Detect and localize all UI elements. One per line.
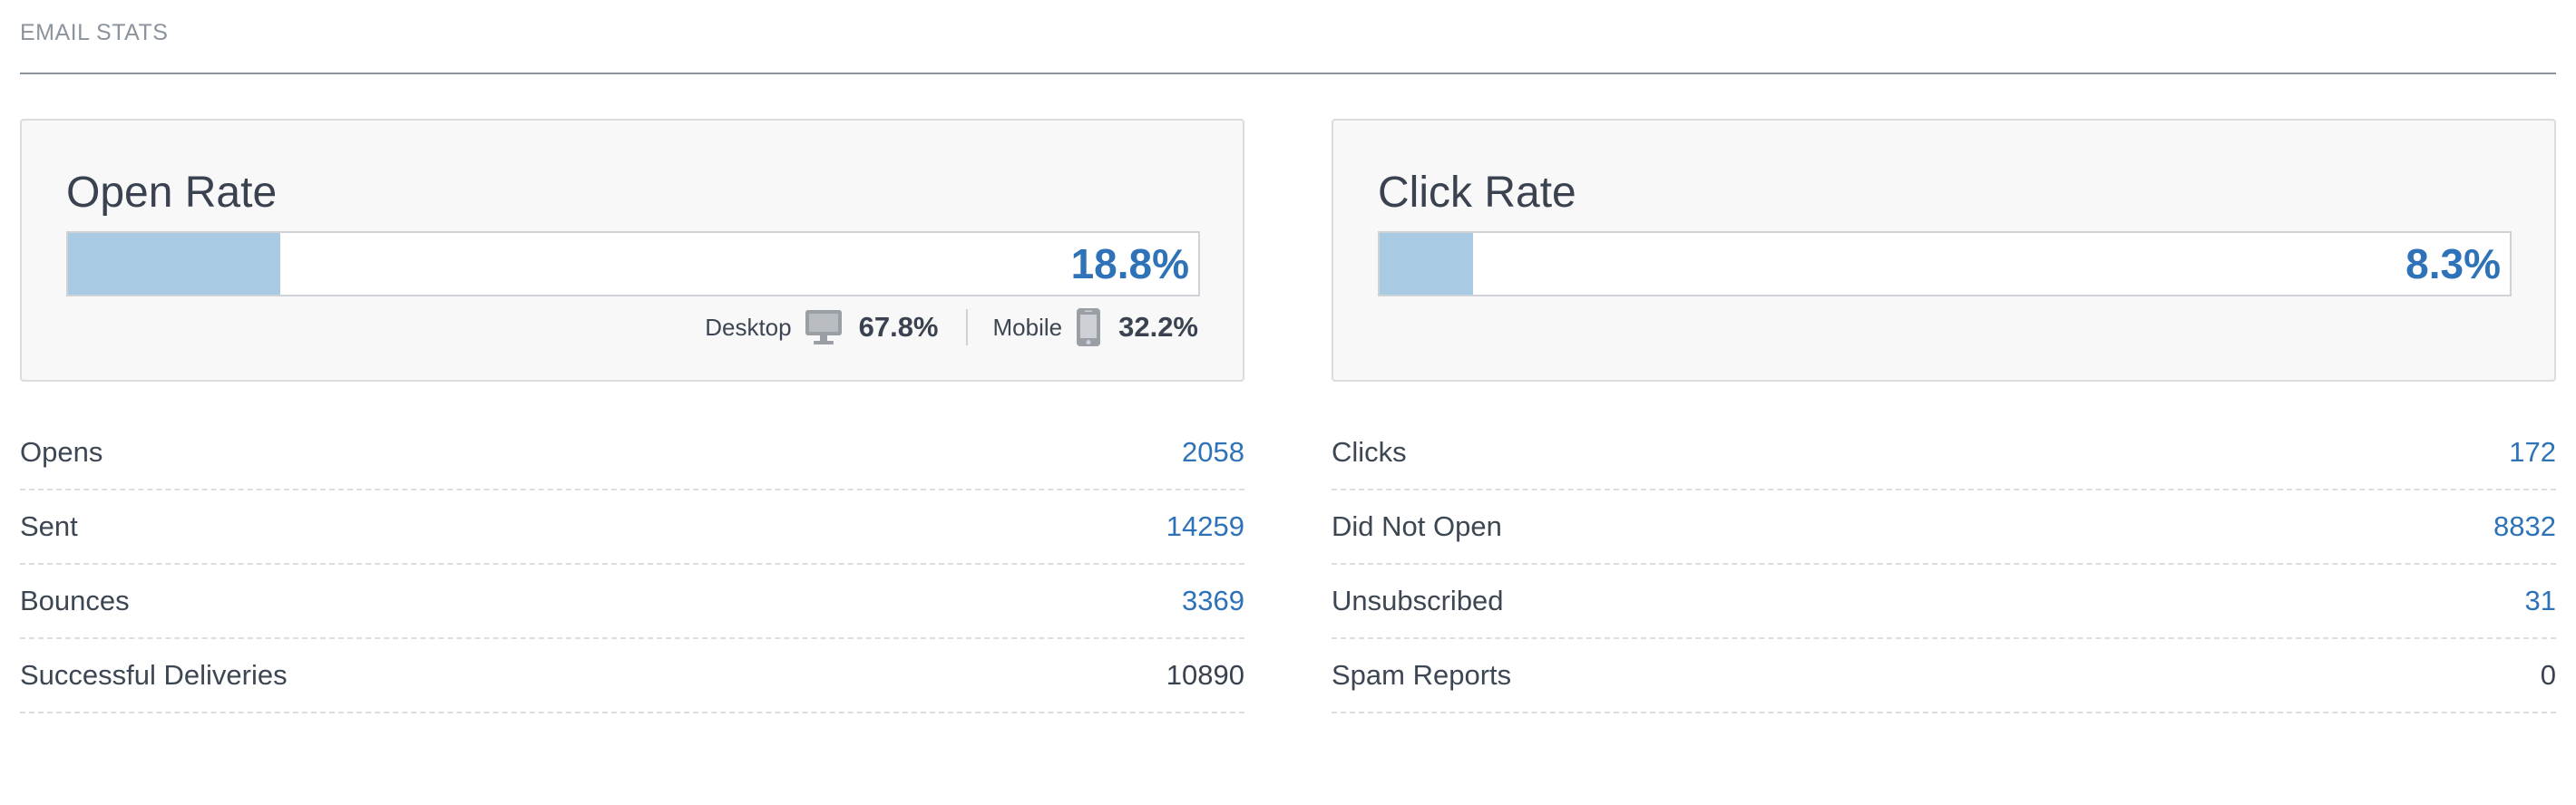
click-stats-list: Clicks 172 Did Not Open 8832 Unsubscribe…: [1332, 416, 2556, 713]
stat-row-successful-deliveries: Successful Deliveries 10890: [20, 639, 1244, 713]
stat-label: Clicks: [1332, 436, 1407, 468]
desktop-icon: [805, 309, 843, 345]
stat-row-clicks: Clicks 172: [1332, 416, 2556, 490]
open-rate-card: Open Rate 18.8% Desktop 6: [20, 119, 1244, 382]
click-rate-bar-fill: [1380, 233, 1474, 295]
stat-label: Successful Deliveries: [20, 659, 288, 691]
desktop-percentage: 67.8%: [858, 311, 939, 343]
desktop-label: Desktop: [705, 313, 792, 341]
open-stats-list: Opens 2058 Sent 14259 Bounces 3369 Succe…: [20, 416, 1244, 713]
successful-deliveries-count: 10890: [1166, 659, 1244, 691]
click-rate-title: Click Rate: [1378, 169, 1576, 217]
stat-label: Opens: [20, 436, 103, 468]
stat-label: Spam Reports: [1332, 659, 1512, 691]
open-rate-column: Open Rate 18.8% Desktop 6: [20, 119, 1244, 713]
click-rate-card: Click Rate 8.3%: [1332, 119, 2556, 382]
mobile-percentage: 32.2%: [1118, 311, 1198, 343]
bounces-count-link[interactable]: 3369: [1182, 585, 1244, 616]
stat-label: Sent: [20, 510, 78, 542]
mobile-stat: Mobile 32.2%: [992, 307, 1198, 347]
open-rate-value: 18.8%: [1070, 240, 1189, 287]
stat-row-sent: Sent 14259: [20, 490, 1244, 565]
unsubscribed-count-link[interactable]: 31: [2524, 585, 2556, 616]
stat-row-unsubscribed: Unsubscribed 31: [1332, 565, 2556, 639]
stat-row-did-not-open: Did Not Open 8832: [1332, 490, 2556, 565]
mobile-phone-icon: [1075, 307, 1102, 347]
stat-row-bounces: Bounces 3369: [20, 565, 1244, 639]
open-rate-bar-fill: [68, 233, 281, 295]
section-title: EMAIL STATS: [20, 20, 169, 45]
spam-reports-count: 0: [2540, 659, 2556, 691]
open-rate-bar: 18.8%: [66, 231, 1200, 296]
desktop-stat: Desktop 67.8%: [705, 309, 939, 345]
device-breakdown: Desktop 67.8% Mobile: [705, 307, 1198, 347]
click-rate-value: 8.3%: [2405, 240, 2501, 287]
clicks-count-link[interactable]: 172: [2509, 436, 2556, 468]
stat-label: Unsubscribed: [1332, 585, 1504, 616]
open-rate-title: Open Rate: [66, 169, 278, 217]
device-separator: [965, 309, 968, 345]
sent-count-link[interactable]: 14259: [1166, 510, 1244, 542]
stat-row-opens: Opens 2058: [20, 416, 1244, 490]
section-divider: [20, 73, 2556, 74]
opens-count-link[interactable]: 2058: [1182, 436, 1244, 468]
stat-label: Bounces: [20, 585, 130, 616]
stat-label: Did Not Open: [1332, 510, 1502, 542]
stat-row-spam-reports: Spam Reports 0: [1332, 639, 2556, 713]
mobile-label: Mobile: [992, 313, 1063, 341]
click-rate-column: Click Rate 8.3% Clicks 172 Did Not Open …: [1332, 119, 2556, 713]
click-rate-bar: 8.3%: [1378, 231, 2512, 296]
did-not-open-count-link[interactable]: 8832: [2493, 510, 2556, 542]
